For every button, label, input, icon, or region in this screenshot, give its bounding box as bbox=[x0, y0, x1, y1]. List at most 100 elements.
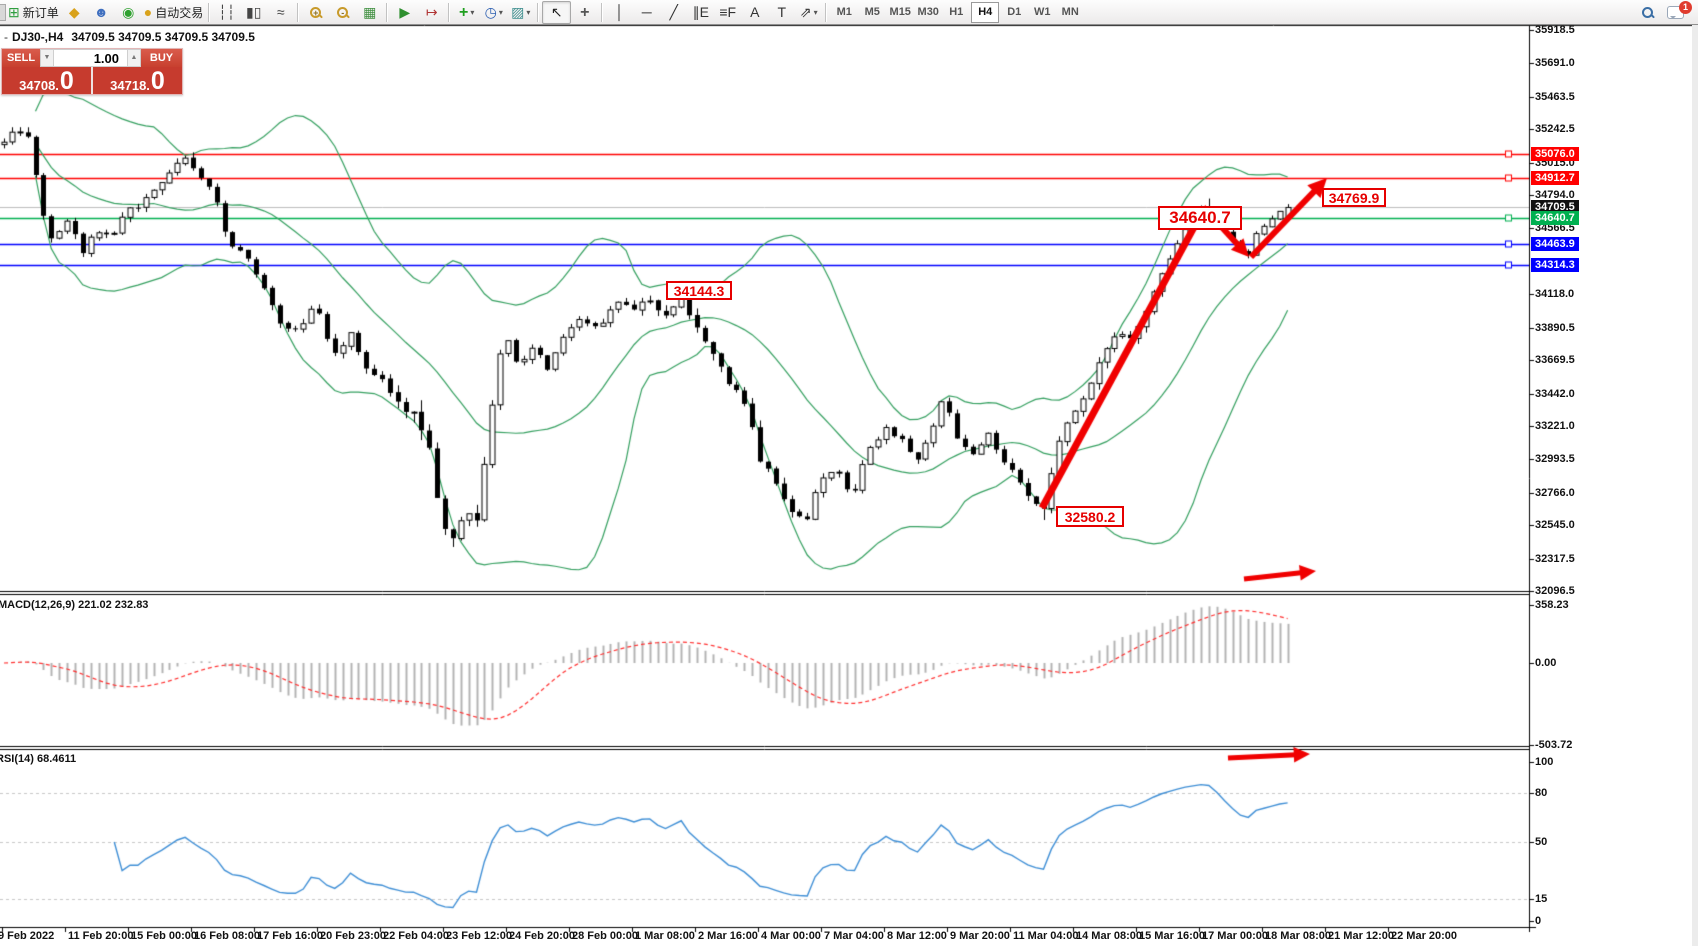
timeframe-m30[interactable]: M30 bbox=[917, 5, 939, 18]
bar-chart-icon[interactable]: ┆┆ bbox=[218, 3, 236, 20]
timeframe-m1[interactable]: M1 bbox=[836, 5, 852, 18]
toolbar-separator bbox=[386, 2, 389, 22]
timeframe-h4[interactable]: H4 bbox=[971, 1, 1000, 23]
rsi-axis-label: 0 bbox=[1535, 915, 1542, 927]
line-chart-icon[interactable]: ≈ bbox=[276, 3, 285, 20]
vertical-line-icon[interactable]: │ bbox=[615, 3, 625, 20]
price-axis-label: 33221.0 bbox=[1535, 419, 1575, 432]
new-order-button[interactable]: ⊞ 新订单 bbox=[8, 3, 59, 20]
indicators-icon[interactable]: + ▾ bbox=[459, 3, 475, 21]
autotrading-button-label: 自动交易 bbox=[155, 5, 204, 20]
zoom-out-icon[interactable]: - bbox=[329, 2, 356, 23]
price-annotation[interactable]: 34640.7 bbox=[1158, 206, 1242, 230]
chevron-down-icon: ▾ bbox=[526, 7, 531, 17]
equidistant-channel-icon[interactable]: ∥E bbox=[692, 3, 709, 20]
horizontal-line-icon[interactable]: ─ bbox=[641, 3, 652, 20]
volume-increase-button[interactable]: ▲ bbox=[127, 49, 141, 67]
price-axis-label: 34566.5 bbox=[1535, 222, 1575, 235]
price-axis-label: 35242.5 bbox=[1535, 123, 1575, 136]
price-axis-label: 32993.5 bbox=[1535, 453, 1575, 466]
date-axis-label: 8 Mar 12:00 bbox=[887, 930, 947, 942]
chart-title: - DJ30-,H4 34709.5 34709.5 34709.5 34709.5 bbox=[4, 30, 255, 44]
zoom-in-icon[interactable]: + bbox=[302, 2, 329, 23]
date-axis-label: 22 Mar 20:00 bbox=[1391, 930, 1458, 942]
price-annotation[interactable]: 32580.2 bbox=[1056, 506, 1124, 527]
chevron-down-icon: ▾ bbox=[813, 7, 818, 17]
price-annotation[interactable]: 34144.3 bbox=[666, 281, 732, 300]
sell-button[interactable]: SELL bbox=[2, 49, 40, 67]
templates-icon[interactable]: ▨ ▾ bbox=[511, 3, 531, 20]
sell-price[interactable]: 34708. 0 bbox=[2, 67, 93, 94]
date-axis-label: 17 Mar 00:00 bbox=[1202, 930, 1269, 942]
date-axis-label: 4 Mar 00:00 bbox=[761, 930, 821, 942]
macd-indicator-label: MACD(12,26,9) 221.02 232.83 bbox=[0, 599, 149, 611]
rsi-axis-label: 50 bbox=[1535, 836, 1548, 848]
price-axis-label: 34794.0 bbox=[1535, 189, 1575, 202]
date-axis-label: 9 Mar 20:00 bbox=[950, 930, 1010, 942]
trendline-icon[interactable]: ╱ bbox=[669, 3, 678, 20]
toolbar-separator bbox=[208, 2, 211, 22]
price-axis-label: 35918.5 bbox=[1535, 24, 1575, 36]
buy-price-main: 34718. bbox=[110, 78, 150, 93]
buy-button[interactable]: BUY bbox=[141, 49, 182, 67]
timeframe-w1[interactable]: W1 bbox=[1033, 5, 1051, 18]
date-axis-label: 16 Feb 08:00 bbox=[194, 930, 261, 942]
fibonacci-icon[interactable]: ≡F bbox=[719, 3, 737, 20]
price-level-badge: 35076.0 bbox=[1531, 146, 1579, 161]
date-axis-label: 22 Feb 04:00 bbox=[383, 930, 450, 942]
price-row: 34708. 0 34718. 0 bbox=[2, 67, 182, 94]
timeframe-m5[interactable]: M5 bbox=[864, 5, 880, 18]
toolbar-right: 1 bbox=[1642, 0, 1692, 19]
clipped-icon bbox=[0, 3, 6, 21]
price-axis-label: 32545.0 bbox=[1535, 519, 1575, 532]
crosshair-icon[interactable]: + bbox=[580, 3, 590, 21]
collapse-marker: - bbox=[4, 30, 8, 44]
date-axis-label: 11 Feb 20:00 bbox=[68, 930, 134, 942]
buy-price[interactable]: 34718. 0 bbox=[93, 67, 182, 94]
date-axis-label: 9 Feb 2022 bbox=[0, 930, 55, 942]
periods-icon[interactable]: ◷ ▾ bbox=[484, 3, 503, 20]
zoom-in-icon: + bbox=[310, 6, 322, 18]
toolbar-separator bbox=[448, 2, 451, 22]
date-axis-label: 7 Mar 04:00 bbox=[824, 930, 884, 942]
date-axis-label: 1 Mar 08:00 bbox=[635, 930, 695, 942]
search-icon[interactable] bbox=[1642, 6, 1653, 18]
price-level-badge: 34314.3 bbox=[1531, 258, 1579, 273]
chevron-down-icon: ▾ bbox=[470, 7, 475, 17]
signals-icon[interactable]: ◉ bbox=[122, 3, 135, 20]
auto-scroll-icon[interactable]: ▶ bbox=[399, 3, 411, 20]
rsi-axis-label: 100 bbox=[1535, 756, 1554, 768]
price-axis-label: 33890.5 bbox=[1535, 321, 1575, 334]
date-axis-label: 15 Feb 00:00 bbox=[131, 930, 198, 942]
cursor-icon[interactable]: ↖ bbox=[542, 0, 572, 24]
timeframe-bar: M1 M5 M15 M30 H1 H4 D1 W1 MN bbox=[830, 1, 1084, 23]
tile-windows-icon[interactable]: ▦ bbox=[363, 3, 377, 20]
volume-input[interactable]: 1.00 bbox=[54, 49, 127, 67]
text-label-icon[interactable]: T bbox=[777, 3, 787, 20]
price-axis-label: 32317.5 bbox=[1535, 552, 1575, 565]
candlestick-chart-icon[interactable]: ▮▯ bbox=[246, 3, 262, 20]
timeframe-h1[interactable]: H1 bbox=[949, 5, 964, 18]
price-axis-label: 32096.5 bbox=[1535, 585, 1575, 597]
trade-row: SELL ▼ 1.00 ▲ BUY bbox=[2, 49, 182, 67]
timeframe-m15[interactable]: M15 bbox=[889, 5, 911, 18]
macd-axis-label: 358.23 bbox=[1535, 599, 1569, 611]
volume-decrease-button[interactable]: ▼ bbox=[40, 49, 54, 67]
notifications-icon[interactable]: 1 bbox=[1667, 0, 1692, 19]
rsi-indicator-label: RSI(14) 68.4611 bbox=[0, 753, 77, 765]
price-annotation[interactable]: 34769.9 bbox=[1322, 188, 1386, 207]
window-edge bbox=[1692, 25, 1698, 946]
timeframe-d1[interactable]: D1 bbox=[1007, 5, 1022, 18]
date-axis-label: 15 Mar 16:00 bbox=[1139, 930, 1206, 942]
timeframe-mn[interactable]: MN bbox=[1061, 5, 1079, 18]
main-toolbar: ⊞ 新订单 ◆ ☻ ◉ ● 自动交易 ┆┆ ▮▯ ≈ + - ▦ ▶ ↦ + ▾ ◷ ▾ ▨ ▾ ↖ + │ ─ ╱ ∥E ≡F A T ⇗… bbox=[0, 0, 1698, 25]
price-level-badge: 34463.9 bbox=[1531, 236, 1579, 251]
text-icon[interactable]: A bbox=[750, 3, 760, 20]
community-icon[interactable]: ☻ bbox=[93, 3, 109, 20]
metaeditor-icon[interactable]: ◆ bbox=[68, 3, 80, 20]
arrows-shapes-icon[interactable]: ⇗ ▾ bbox=[799, 3, 818, 20]
autotrading-button[interactable]: ● 自动交易 bbox=[143, 3, 204, 20]
chart-shift-icon[interactable]: ↦ bbox=[425, 3, 438, 20]
